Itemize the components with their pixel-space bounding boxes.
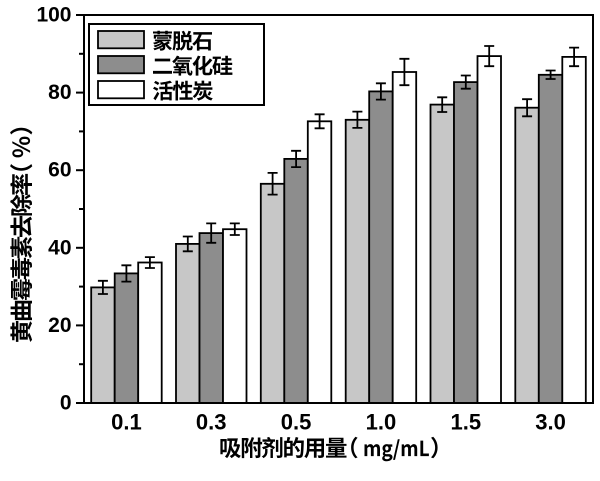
svg-text:1.5: 1.5 bbox=[451, 410, 482, 435]
svg-text:3.0: 3.0 bbox=[535, 410, 566, 435]
svg-text:60: 60 bbox=[48, 159, 71, 182]
svg-text:40: 40 bbox=[48, 236, 71, 259]
svg-text:0.3: 0.3 bbox=[196, 410, 227, 435]
svg-text:0: 0 bbox=[60, 392, 72, 415]
svg-text:0.1: 0.1 bbox=[111, 410, 142, 435]
svg-text:1.0: 1.0 bbox=[366, 410, 397, 435]
svg-text:100: 100 bbox=[36, 4, 71, 27]
svg-text:0.5: 0.5 bbox=[281, 410, 312, 435]
svg-text:80: 80 bbox=[48, 81, 71, 104]
svg-text:20: 20 bbox=[48, 314, 71, 337]
